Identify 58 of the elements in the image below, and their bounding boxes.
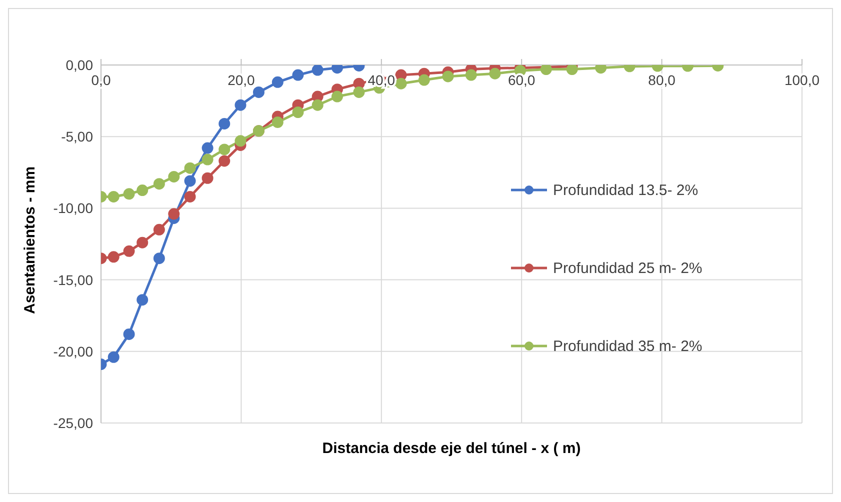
point — [108, 190, 120, 202]
point — [184, 175, 196, 187]
point — [123, 245, 135, 257]
point — [272, 76, 284, 88]
point — [566, 65, 578, 76]
point — [202, 142, 214, 154]
y-tick-label: -20,00 — [53, 343, 94, 360]
x-axis-title: Distancia desde eje del túnel - x ( m) — [322, 440, 581, 457]
point — [136, 184, 148, 196]
point — [312, 65, 324, 76]
point — [292, 106, 304, 118]
point — [218, 118, 230, 130]
point — [395, 78, 407, 90]
point — [252, 86, 264, 98]
point — [234, 135, 246, 147]
point — [272, 116, 284, 128]
point — [136, 236, 148, 248]
point — [153, 178, 165, 190]
legend-label: Profundidad 13.5- 2% — [553, 182, 698, 198]
point — [312, 99, 324, 111]
point — [331, 90, 343, 102]
y-tick-label: -15,00 — [53, 272, 94, 288]
x-tick-label: 80,0 — [648, 72, 676, 88]
point — [153, 224, 165, 236]
point — [465, 69, 477, 81]
y-axis-title: Asentamientos - mm — [21, 166, 38, 314]
point — [353, 86, 365, 98]
point — [234, 99, 246, 111]
y-tick-label: -25,00 — [53, 414, 94, 431]
point — [168, 208, 180, 220]
point — [202, 154, 214, 166]
point — [108, 251, 120, 263]
point — [418, 74, 430, 86]
x-tick-label: 40,0 — [368, 72, 396, 88]
point — [168, 170, 180, 182]
x-tick-label: 100,0 — [784, 72, 820, 88]
point — [202, 172, 214, 184]
point — [184, 162, 196, 174]
y-tick-label: -10,00 — [53, 200, 94, 216]
point — [123, 328, 135, 340]
y-tick-label: -5,00 — [61, 128, 94, 145]
legend-label: Profundidad 35 m- 2% — [553, 338, 702, 354]
point — [489, 68, 501, 80]
point — [540, 65, 552, 76]
point — [292, 69, 304, 81]
y-tick-label: 0,00 — [66, 56, 94, 73]
point — [442, 70, 454, 82]
point — [218, 155, 230, 167]
x-tick-label: 20,0 — [228, 72, 256, 88]
legend-label: Profundidad 25 m- 2% — [553, 260, 702, 276]
point — [123, 188, 135, 200]
point — [153, 252, 165, 264]
x-tick-label: 0,0 — [91, 72, 111, 88]
x-tick-label: 60,0 — [508, 72, 536, 88]
point — [184, 190, 196, 202]
point — [136, 294, 148, 306]
point — [218, 144, 230, 156]
point — [108, 351, 120, 363]
